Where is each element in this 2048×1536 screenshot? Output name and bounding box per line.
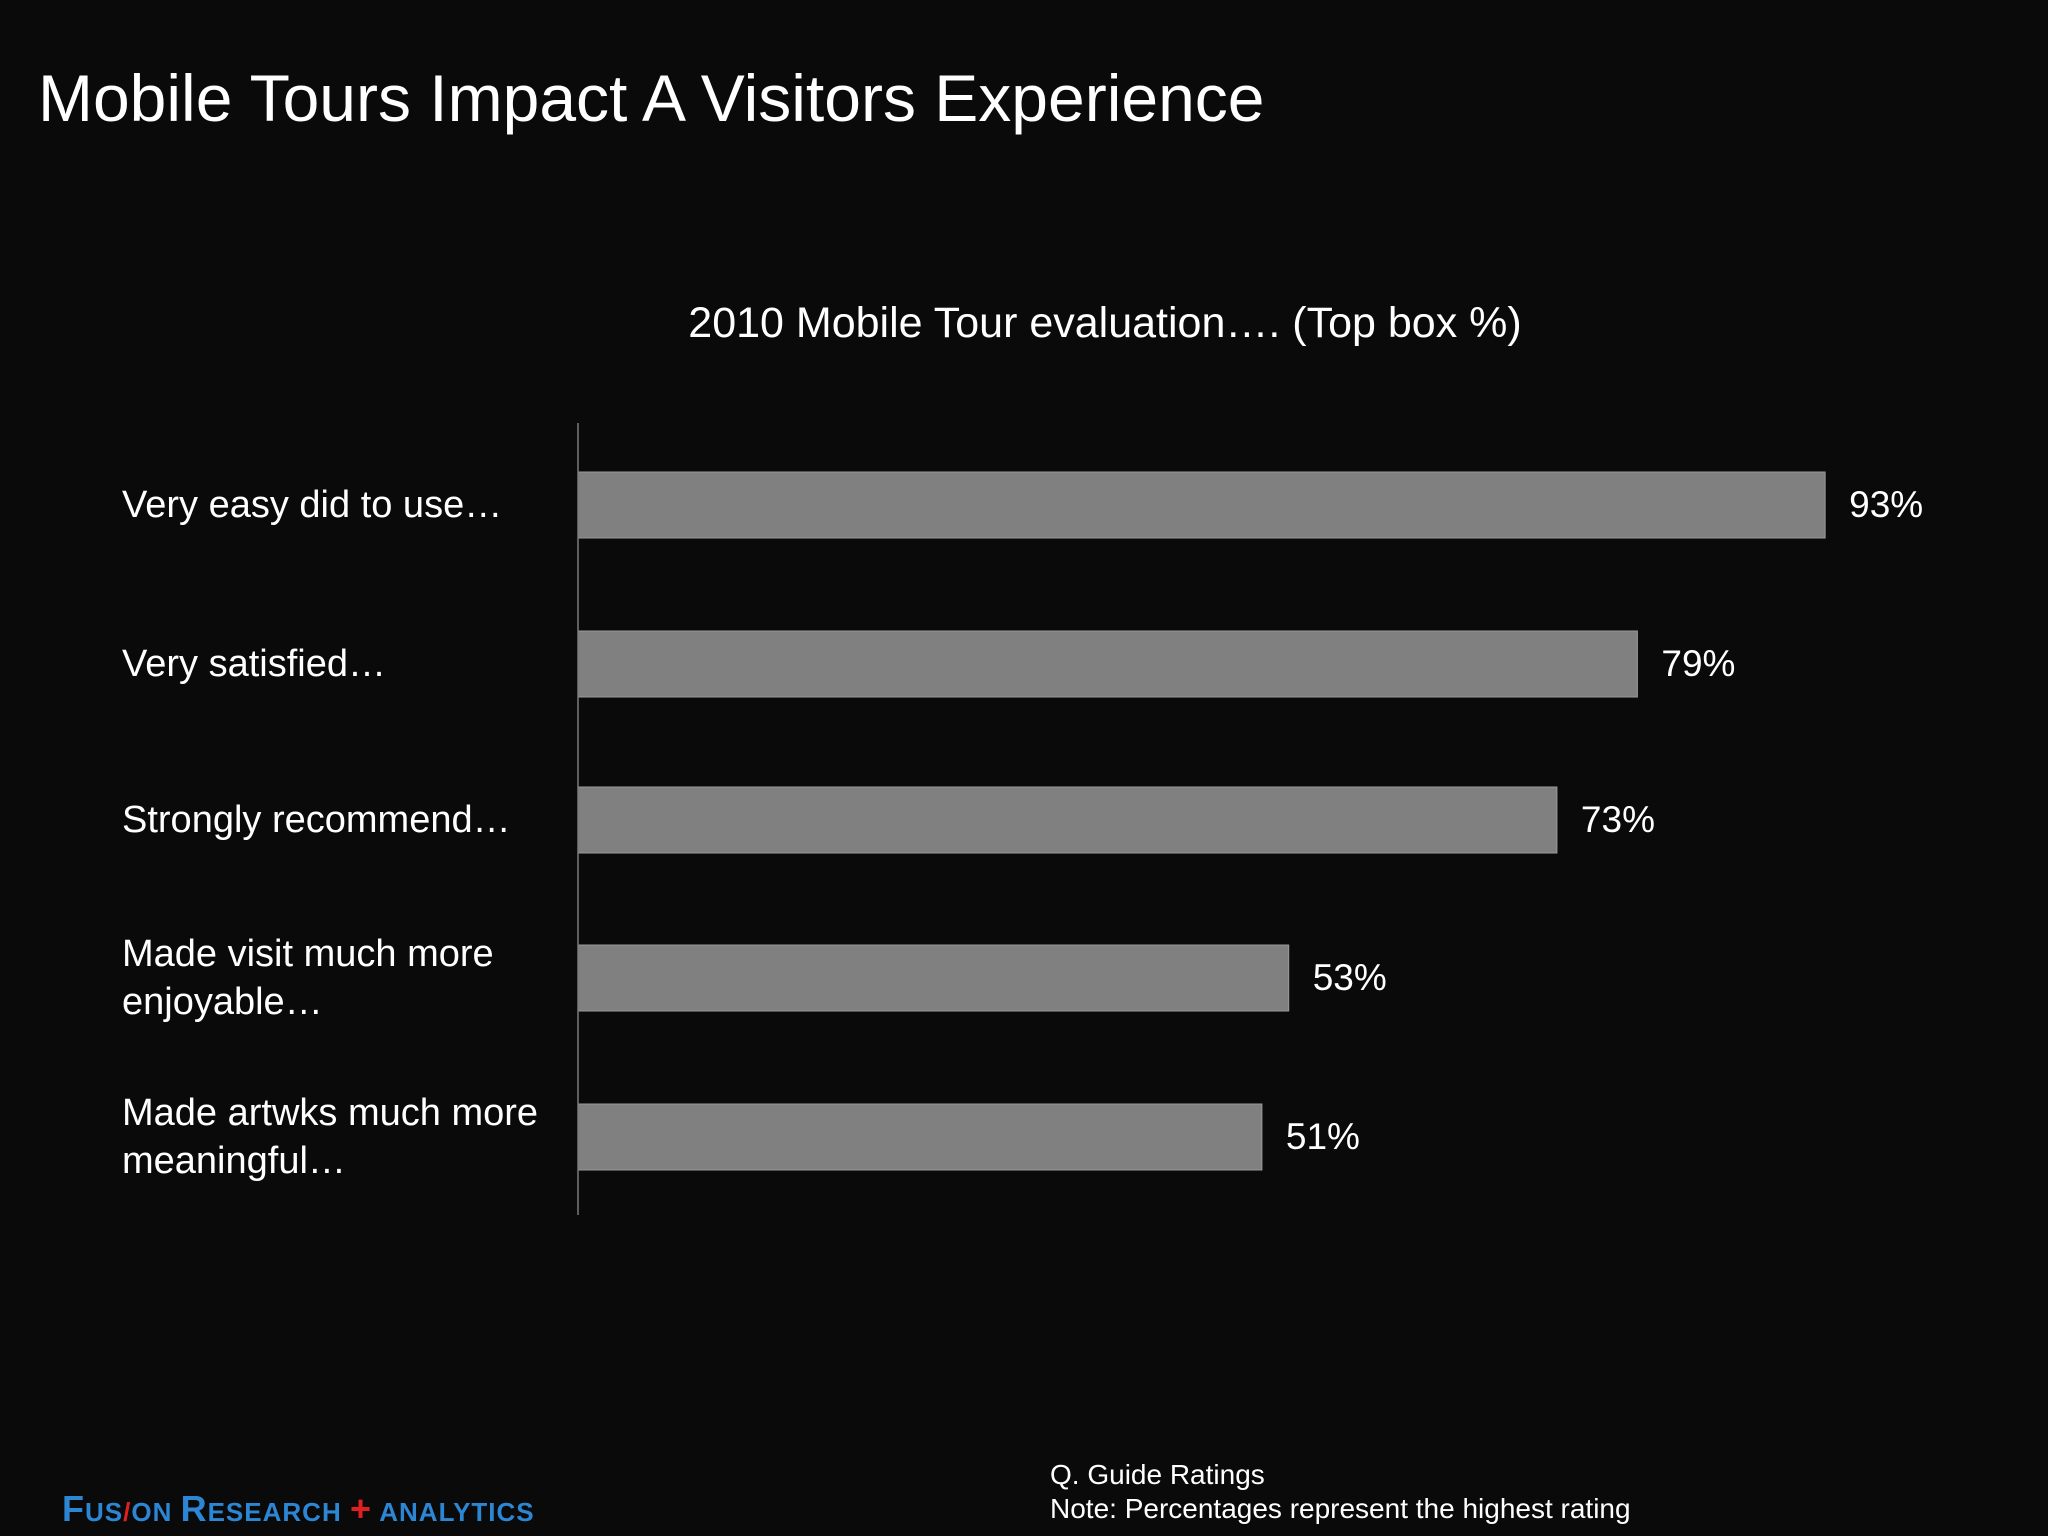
brand-logo-slash: / [123, 1497, 132, 1527]
brand-logo-part: US [85, 1497, 124, 1527]
category-label-line: Made visit much more [122, 933, 494, 975]
value-label: 53% [1313, 957, 1387, 998]
category-label-line: Made artwks much more [122, 1092, 538, 1134]
bar [577, 944, 1290, 1012]
brand-logo-part: R [180, 1488, 208, 1529]
category-label: Made visit much more enjoyable… [122, 933, 494, 1023]
value-label: 93% [1849, 484, 1923, 525]
category-label: Made artwks much more meaningful… [122, 1092, 538, 1182]
category-label: Very easy did to use… [122, 484, 502, 526]
bar [577, 1103, 1263, 1171]
category-label-line: Strongly recommend… [122, 799, 511, 841]
category-label-line: Very easy did to use… [122, 484, 502, 526]
category-label: Strongly recommend… [122, 799, 511, 841]
slide-title: Mobile Tours Impact A Visitors Experienc… [38, 61, 1265, 135]
category-label: Very satisfied… [122, 643, 386, 685]
footer-note: Note: Percentages represent the highest … [1050, 1493, 1631, 1524]
value-label: 73% [1581, 799, 1655, 840]
brand-logo-part: ON [131, 1497, 181, 1527]
bars-layer [577, 471, 1826, 1171]
bar [577, 630, 1638, 698]
bar [577, 471, 1826, 539]
value-label: 51% [1286, 1116, 1360, 1157]
category-labels-layer: Very easy did to use… Very satisfied… Stro… [122, 484, 538, 1182]
category-label-line: enjoyable… [122, 981, 323, 1023]
chart-title: 2010 Mobile Tour evaluation…. (Top box %… [688, 299, 1522, 347]
brand-logo-part: F [62, 1488, 85, 1529]
brand-logo-plus: + [349, 1488, 372, 1529]
category-label-line: meaningful… [122, 1140, 346, 1182]
value-labels-layer: 93% 79% 73% 53% 51% [1286, 484, 1923, 1157]
value-label: 79% [1661, 643, 1735, 684]
bar [577, 786, 1558, 854]
brand-logo: FUS/ON RESEARCH + ANALYTICS [62, 1488, 535, 1530]
footer-question: Q. Guide Ratings [1050, 1459, 1265, 1490]
category-label-line: Very satisfied… [122, 643, 386, 685]
brand-logo-part: ANALYTICS [371, 1497, 535, 1527]
brand-logo-part: ESEARCH [207, 1497, 350, 1527]
